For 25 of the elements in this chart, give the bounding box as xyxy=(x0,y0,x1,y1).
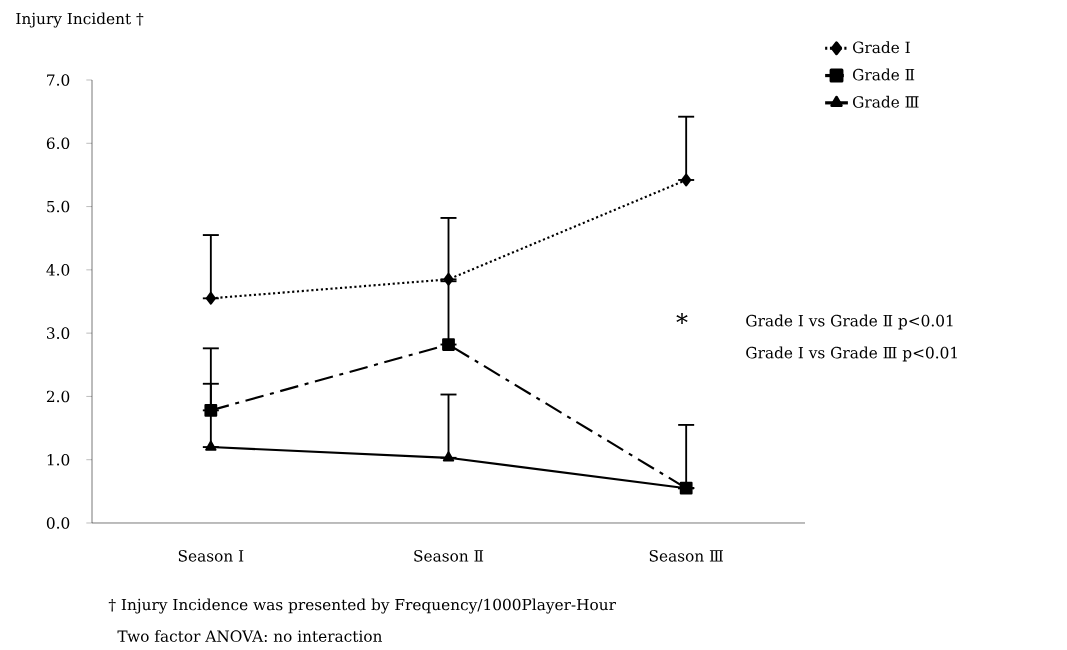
y-tick-label: 0.0 xyxy=(46,517,70,529)
y-axis-title: Injury Incident † xyxy=(16,12,144,28)
point xyxy=(443,272,454,286)
annotation: * xyxy=(676,313,688,325)
text: † Injury Incidence was presented by Frequency/1000Player-Hour xyxy=(108,598,616,614)
y-tick-label: 3.0 xyxy=(47,327,70,339)
y-tick-label: 4.0 xyxy=(46,264,70,276)
x-tick-label: Season Ⅰ xyxy=(178,550,244,562)
y-tick-label: 7.0 xyxy=(47,74,70,86)
point xyxy=(205,291,216,305)
x-tick-label: Season Ⅱ xyxy=(414,550,484,562)
annotation: Grade Ⅰ vs Grade Ⅲ p<0.01 xyxy=(746,346,957,362)
y-tick-label: 1.0 xyxy=(47,453,70,466)
point xyxy=(204,403,218,417)
x-tick-label: Season Ⅲ xyxy=(649,550,723,562)
legend-label: Grade Ⅱ xyxy=(853,68,915,81)
point xyxy=(681,173,692,187)
y-tick-label: 2.0 xyxy=(46,390,70,403)
legend-label: Grade Ⅲ xyxy=(853,95,919,108)
point xyxy=(442,338,455,351)
legend-label: Grade Ⅰ xyxy=(853,41,910,54)
text: Two factor ANOVA: no interaction xyxy=(117,630,383,642)
y-tick-label: 5.0 xyxy=(47,200,70,213)
y-tick-label: 6.0 xyxy=(46,137,70,150)
annotation: Grade Ⅰ vs Grade Ⅱ p<0.01 xyxy=(746,314,953,330)
